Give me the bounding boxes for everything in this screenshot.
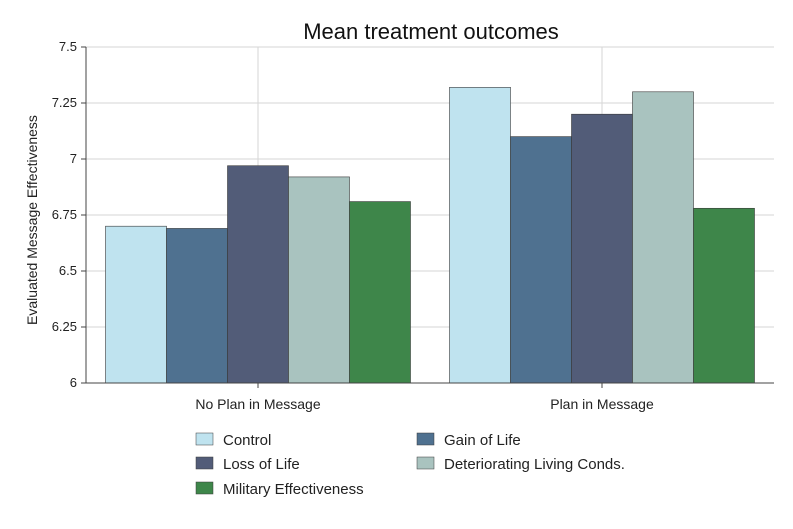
legend-label-gain-of-life: Gain of Life xyxy=(444,432,521,449)
legend-swatch-control xyxy=(195,432,214,446)
y-tick-label: 6.25 xyxy=(52,319,77,334)
legend: Control Gain of Life Loss of Life Deteriora… xyxy=(195,432,625,498)
x-tick-label: No Plan in Message xyxy=(195,396,321,412)
x-tick-label: Plan in Message xyxy=(550,396,654,412)
plot-area: 6 6.25 6.5 6.75 7 7.25 7.5 No Plan in Message Pl… xyxy=(52,39,774,412)
legend-swatch-loss-of-life xyxy=(195,456,214,470)
y-tick-label: 7.25 xyxy=(52,95,77,110)
bar-military-effectiveness-0 xyxy=(349,201,411,384)
legend-swatch-military-effectiveness xyxy=(195,481,214,495)
bar-control-0 xyxy=(105,225,167,384)
legend-swatch-gain-of-life xyxy=(416,432,435,446)
bar-deteriorating-living-conds-1 xyxy=(632,91,694,384)
y-tick-label: 7 xyxy=(70,151,77,166)
y-tick-label: 6 xyxy=(70,375,77,390)
bar-gain-of-life-1 xyxy=(510,136,572,384)
legend-swatch-deteriorating-living-conds xyxy=(416,456,435,470)
y-tick-label: 7.5 xyxy=(59,39,77,54)
legend-label-loss-of-life: Loss of Life xyxy=(223,456,300,473)
y-tick-label: 6.5 xyxy=(59,263,77,278)
bar-military-effectiveness-1 xyxy=(693,207,755,384)
bar-control-1 xyxy=(449,87,511,384)
legend-label-control: Control xyxy=(223,432,271,449)
legend-label-military-effectiveness: Military Effectiveness xyxy=(223,481,364,498)
chart-title: Mean treatment outcomes xyxy=(303,19,559,44)
legend-label-deteriorating-living-conds: Deteriorating Living Conds. xyxy=(444,456,625,473)
bar-loss-of-life-0 xyxy=(227,165,289,384)
y-tick-label: 6.75 xyxy=(52,207,77,222)
y-axis-label: Evaluated Message Effectiveness xyxy=(24,115,40,325)
bar-deteriorating-living-conds-0 xyxy=(288,176,350,384)
bar-gain-of-life-0 xyxy=(166,228,228,384)
bar-loss-of-life-1 xyxy=(571,113,633,384)
